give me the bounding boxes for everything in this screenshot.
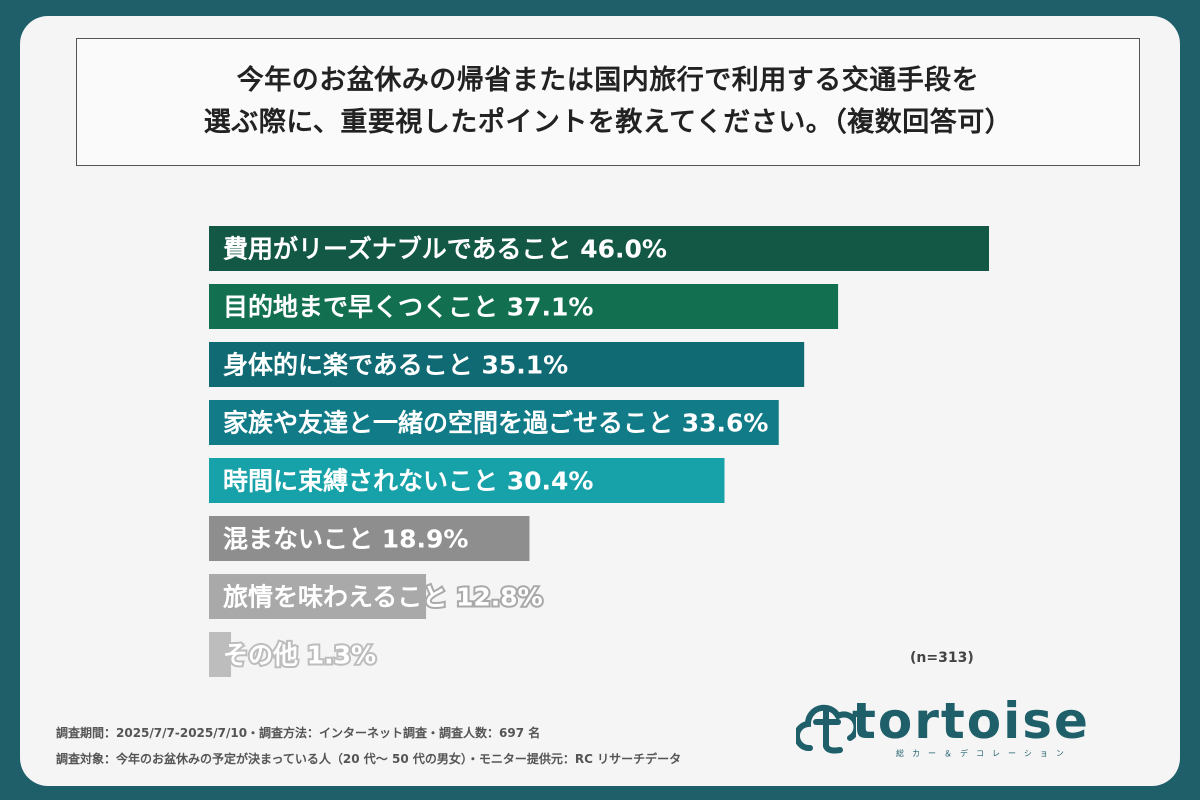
cloud-t-logo-icon — [796, 704, 856, 754]
bar-label-6: 混まないこと 18.9% — [223, 525, 468, 554]
bar-4 — [209, 400, 779, 445]
bar-label-3: 身体的に楽であること 35.1% — [223, 351, 568, 380]
bar-label-7: 旅情を味わえること 12.8% — [223, 583, 543, 612]
bar-8 — [209, 632, 232, 677]
logo-subtext: 総カー＆デコレーション — [896, 749, 1072, 758]
bar-5 — [209, 458, 725, 503]
bar-label-5: 時間に束縛されないこと 30.4% — [223, 467, 593, 496]
brand-logo: tortoise 総カー＆デコレーション — [796, 692, 1116, 762]
bar-label-1: 費用がリーズナブルであること 46.0% — [222, 235, 667, 264]
bar-3 — [209, 342, 805, 387]
title-line-1: 今年のお盆休みの帰省または国内旅行で利用する交通手段を — [236, 65, 980, 96]
title-line-2: 選ぶ際に、重要視したポイントを教えてください。（複数回答可） — [203, 107, 1013, 138]
bar-label-4: 家族や友達と一緒の空間を過ごせること 33.6% — [223, 409, 768, 438]
logo-text: tortoise — [852, 692, 1090, 750]
bar-label-2: 目的地まで早くつくこと 37.1% — [223, 293, 593, 322]
title-box: 今年のお盆休みの帰省または国内旅行で利用する交通手段を 選ぶ際に、重要視したポイ… — [76, 38, 1140, 166]
bar-label-8: その他 1.3% — [223, 641, 376, 670]
bar-7 — [209, 574, 427, 619]
footer-survey-info: 調査期間：2025/7/7-2025/7/10・調査方法：インターネット調査・調… — [56, 726, 541, 740]
sample-size-label: (n=313) — [910, 650, 974, 666]
bar-2 — [209, 284, 839, 329]
bar-6 — [209, 516, 530, 561]
bar-1 — [209, 226, 989, 271]
footer-survey-target: 調査対象：今年のお盆休みの予定が決まっている人（20 代～ 50 代の男女）・モ… — [56, 752, 682, 766]
